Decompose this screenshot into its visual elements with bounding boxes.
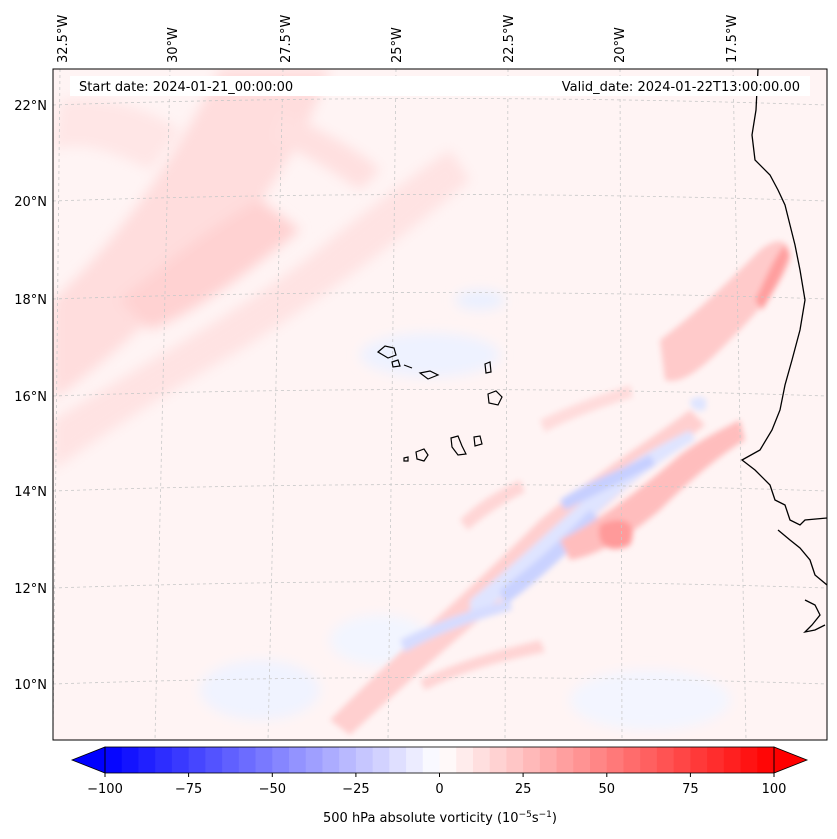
colorbar-segment <box>506 747 524 773</box>
header-box <box>70 76 810 96</box>
colorbar: −100 −75 −50 −25 0 25 50 75 100 500 hPa … <box>70 746 809 826</box>
colorbar-segment <box>305 747 323 773</box>
colorbar-segments <box>105 747 775 773</box>
colorbar-segment <box>389 747 407 773</box>
colorbar-segment <box>707 747 725 773</box>
colorbar-segment <box>272 747 290 773</box>
colorbar-segment <box>422 747 440 773</box>
colorbar-tick-label: −75 <box>175 782 202 797</box>
lon-label: 25°W <box>390 27 405 63</box>
colorbar-title-end: ) <box>552 811 557 826</box>
colorbar-segment <box>472 747 491 773</box>
colorbar-segment <box>205 747 223 773</box>
colorbar-tick-label: 0 <box>435 782 443 797</box>
cabo-verde-islands <box>376 345 503 462</box>
lon-label: 32.5°W <box>56 15 71 63</box>
map-panel: Start date: 2024-01-21_00:00:00 Valid_da… <box>52 68 828 741</box>
start-date-label: Start date: 2024-01-21_00:00:00 <box>79 80 293 95</box>
colorbar-tick-label: 50 <box>599 782 616 797</box>
latitude-labels: 22°N 20°N 18°N 16°N 14°N 12°N 10°N <box>14 99 47 693</box>
colorbar-segment <box>322 747 340 773</box>
colorbar-title-exp2: −1 <box>539 810 552 820</box>
colorbar-segment <box>523 747 541 773</box>
colorbar-segment <box>740 747 758 773</box>
colorbar-segment <box>255 747 273 773</box>
lat-label: 20°N <box>14 195 47 210</box>
lat-label: 22°N <box>14 99 47 114</box>
colorbar-segment <box>222 747 240 773</box>
lat-label: 14°N <box>14 485 47 500</box>
colorbar-segment <box>372 747 390 773</box>
colorbar-segment <box>339 747 357 773</box>
coastline <box>740 69 827 634</box>
colorbar-ticks <box>104 773 775 777</box>
lon-label: 17.5°W <box>725 15 740 63</box>
map-frame <box>52 68 828 741</box>
colorbar-title: 500 hPa absolute vorticity (10−5s−1) <box>323 810 557 826</box>
colorbar-title-mid: s <box>532 811 539 826</box>
vorticity-field <box>53 69 790 735</box>
colorbar-segment <box>105 747 123 773</box>
colorbar-segment <box>456 747 474 773</box>
colorbar-segment <box>723 747 742 773</box>
lon-label: 22.5°W <box>502 15 517 63</box>
colorbar-segment <box>406 747 424 773</box>
colorbar-segment <box>573 747 591 773</box>
colorbar-segment <box>623 747 641 773</box>
colorbar-segment <box>489 747 507 773</box>
colorbar-segment <box>673 747 691 773</box>
colorbar-max-extend <box>773 746 809 774</box>
colorbar-segment <box>171 747 190 773</box>
colorbar-segment <box>355 747 374 773</box>
colorbar-tick-label: 75 <box>682 782 699 797</box>
colorbar-segment <box>690 747 708 773</box>
colorbar-tick-labels: −100 −75 −50 −25 0 25 50 75 100 <box>87 782 786 797</box>
colorbar-segment <box>238 747 257 773</box>
longitude-labels: 32.5°W 30°W 27.5°W 25°W 22.5°W 20°W 17.5… <box>56 15 740 63</box>
colorbar-segment <box>138 747 156 773</box>
colorbar-title-main: 500 hPa absolute vorticity (10 <box>323 811 519 826</box>
colorbar-tick-label: 100 <box>762 782 787 797</box>
graticule <box>53 69 827 740</box>
lon-label: 30°W <box>166 27 181 63</box>
colorbar-segment <box>656 747 675 773</box>
lat-label: 12°N <box>14 582 47 597</box>
colorbar-tick-label: −50 <box>259 782 286 797</box>
negative-patches <box>200 290 730 730</box>
colorbar-tick-label: −100 <box>87 782 123 797</box>
colorbar-segment <box>539 747 558 773</box>
colorbar-segment <box>640 747 658 773</box>
colorbar-segment <box>556 747 574 773</box>
colorbar-segment <box>757 747 775 773</box>
northwest-positive-band <box>53 69 470 470</box>
colorbar-segment <box>606 747 624 773</box>
colorbar-segment <box>188 747 206 773</box>
lon-label: 27.5°W <box>279 15 294 63</box>
jet-band <box>330 241 790 735</box>
colorbar-segment <box>590 747 608 773</box>
lat-label: 16°N <box>14 390 47 405</box>
lat-label: 18°N <box>14 293 47 308</box>
colorbar-tick-label: −25 <box>342 782 369 797</box>
valid-date-label: Valid_date: 2024-01-22T13:00:00.00 <box>562 80 800 95</box>
colorbar-tick-label: 25 <box>515 782 532 797</box>
colorbar-min-extend <box>70 746 106 774</box>
colorbar-segment <box>439 747 457 773</box>
colorbar-segment <box>121 747 139 773</box>
colorbar-segment <box>288 747 307 773</box>
lat-label: 10°N <box>14 678 47 693</box>
colorbar-title-exp1: −5 <box>519 810 532 820</box>
colorbar-segment <box>155 747 173 773</box>
lon-label: 20°W <box>613 27 628 63</box>
